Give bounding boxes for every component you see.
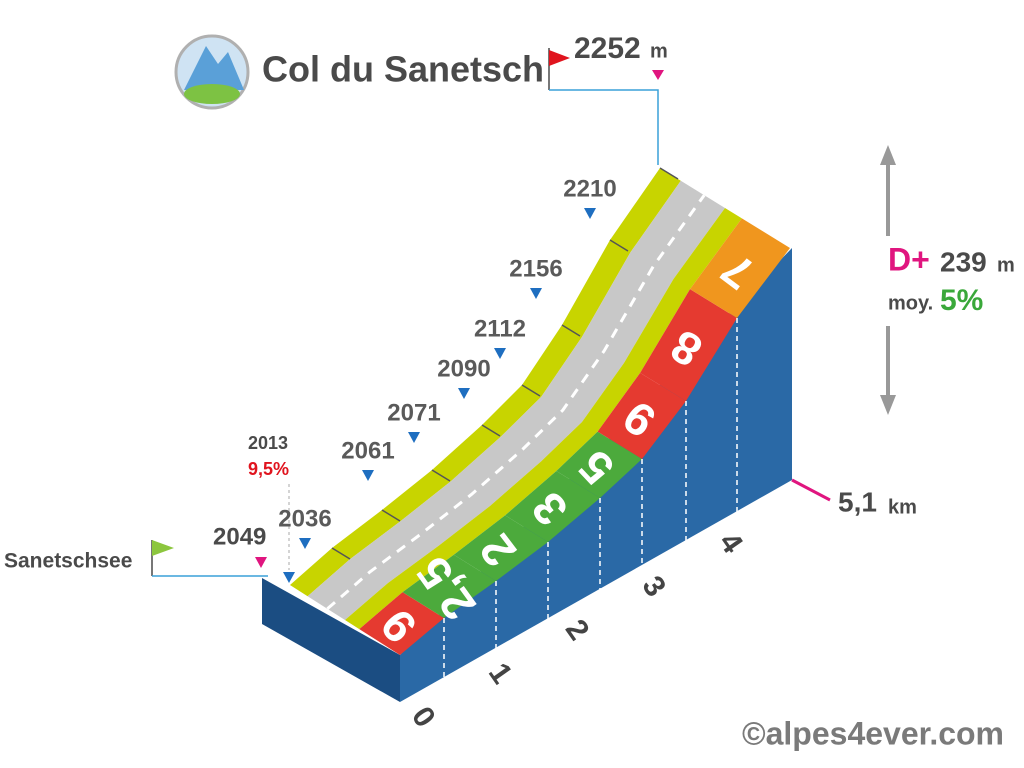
km-label: 4 xyxy=(712,527,749,560)
gradient-segment xyxy=(640,289,737,401)
avg-value: 5% xyxy=(940,284,983,317)
arrow-head xyxy=(880,395,896,415)
road-edge xyxy=(345,208,742,630)
summit-leader xyxy=(549,89,659,165)
altitude-label: 2210 xyxy=(563,175,616,202)
km-label: 0 xyxy=(405,701,442,734)
gain-label: D+ xyxy=(888,241,930,277)
arrow-head xyxy=(880,145,896,165)
segment-tick xyxy=(521,384,541,397)
altitude-marker xyxy=(530,288,542,299)
distance-unit: km xyxy=(888,496,917,518)
distance-leader xyxy=(791,478,831,502)
copyright: ©alpes4ever.com xyxy=(742,715,1004,751)
summary-bg xyxy=(870,236,1020,326)
front-face xyxy=(262,578,400,702)
gain-value: 239 xyxy=(940,246,987,277)
low-gradient: 9,5% xyxy=(248,459,289,479)
start-marker xyxy=(255,557,267,568)
altitude-label: 2036 xyxy=(278,505,331,532)
logo-mountain xyxy=(184,46,244,90)
altitude-marker xyxy=(299,538,311,549)
distance-value: 5,1 xyxy=(838,486,877,517)
gradient-segment xyxy=(359,592,444,655)
road-edge xyxy=(290,168,681,597)
km-label: 1 xyxy=(482,657,519,690)
segment-tick xyxy=(381,509,401,522)
altitude-label: 2090 xyxy=(437,355,490,382)
segment-tick xyxy=(659,167,679,180)
title: Col du Sanetsch xyxy=(262,49,544,90)
segment-tick xyxy=(561,324,581,337)
gradient-segment xyxy=(597,372,686,459)
summit-flag xyxy=(549,50,570,66)
start-altitude: 2049 xyxy=(213,523,266,550)
start-name: Sanetschsee xyxy=(4,550,132,573)
altitude-label: 2061 xyxy=(341,437,394,464)
altitude-label: 2112 xyxy=(474,315,526,342)
altitude-marker xyxy=(408,432,420,443)
logo xyxy=(174,34,250,110)
altitude-marker xyxy=(584,208,596,219)
gradient-segment xyxy=(556,431,642,498)
road xyxy=(307,180,725,621)
logo-grass xyxy=(184,84,240,104)
segment-tick xyxy=(609,239,629,252)
road-surface xyxy=(290,167,790,700)
low-marker xyxy=(283,572,295,583)
altitude-label: 2071 xyxy=(387,399,440,426)
gradient-segment xyxy=(690,218,790,318)
gradient-segment xyxy=(505,470,600,542)
altitude-marker xyxy=(494,348,506,359)
gradient-segment xyxy=(402,554,496,618)
low-altitude: 2013 xyxy=(248,433,288,453)
gain-unit: m xyxy=(997,254,1015,276)
altitude-marker xyxy=(458,388,470,399)
segment-tick xyxy=(431,469,451,482)
altitude-label: 2156 xyxy=(509,255,562,282)
summit-unit: m xyxy=(650,40,668,62)
km-label: 2 xyxy=(559,614,596,647)
road-centerline xyxy=(326,194,706,610)
start-flag xyxy=(152,540,174,556)
segment-tick xyxy=(481,424,501,437)
segment-tick xyxy=(331,547,351,560)
summit-marker xyxy=(652,70,664,80)
avg-label: moy. xyxy=(888,292,933,314)
gradient-segment xyxy=(453,515,548,581)
summit-altitude: 2252 xyxy=(574,32,641,65)
altitude-marker xyxy=(362,470,374,481)
km-label: 3 xyxy=(636,570,673,603)
